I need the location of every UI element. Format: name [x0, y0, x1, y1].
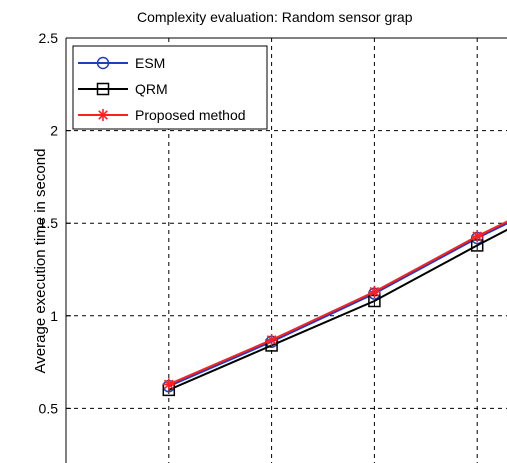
- star-marker-stroke: [266, 335, 277, 345]
- legend: ESM QRM Proposed method: [72, 45, 268, 130]
- series-esm: [162, 222, 507, 393]
- circle-marker: [96, 56, 110, 70]
- star-marker: [162, 378, 175, 391]
- star-marker: [471, 230, 484, 243]
- y-tick-label: 2.5: [39, 30, 59, 46]
- star-marker: [265, 333, 278, 346]
- series-qrm: [162, 228, 507, 397]
- star-marker-stroke: [472, 231, 483, 241]
- y-tick-label: 1: [50, 308, 58, 324]
- series-proposed-method: [162, 220, 507, 391]
- star-marker-stroke: [369, 286, 380, 297]
- legend-entry: Proposed method: [78, 107, 246, 123]
- chart-title: Complexity evaluation: Random sensor gra…: [137, 9, 413, 25]
- y-tick-label: 0.5: [39, 400, 59, 416]
- series-line: [168, 222, 507, 388]
- legend-entry: ESM: [78, 55, 165, 71]
- y-ticks: 0.5 1 1.5 2 2.5: [39, 30, 71, 416]
- series-line: [168, 228, 507, 391]
- series-layer: [162, 220, 507, 397]
- legend-label: QRM: [135, 81, 168, 97]
- square-marker: [96, 82, 110, 96]
- y-axis-label: Average execution time in second: [32, 149, 49, 374]
- star-marker-stroke: [98, 110, 108, 120]
- y-tick-label: 2: [50, 123, 58, 139]
- legend-label: ESM: [135, 55, 165, 71]
- y-tick-label: 1.5: [39, 215, 59, 231]
- legend-label: Proposed method: [135, 107, 246, 123]
- star-marker-stroke: [163, 379, 174, 390]
- series-line: [168, 220, 507, 386]
- star-marker: [97, 109, 109, 121]
- star-marker: [368, 285, 381, 298]
- legend-entry: QRM: [78, 81, 168, 97]
